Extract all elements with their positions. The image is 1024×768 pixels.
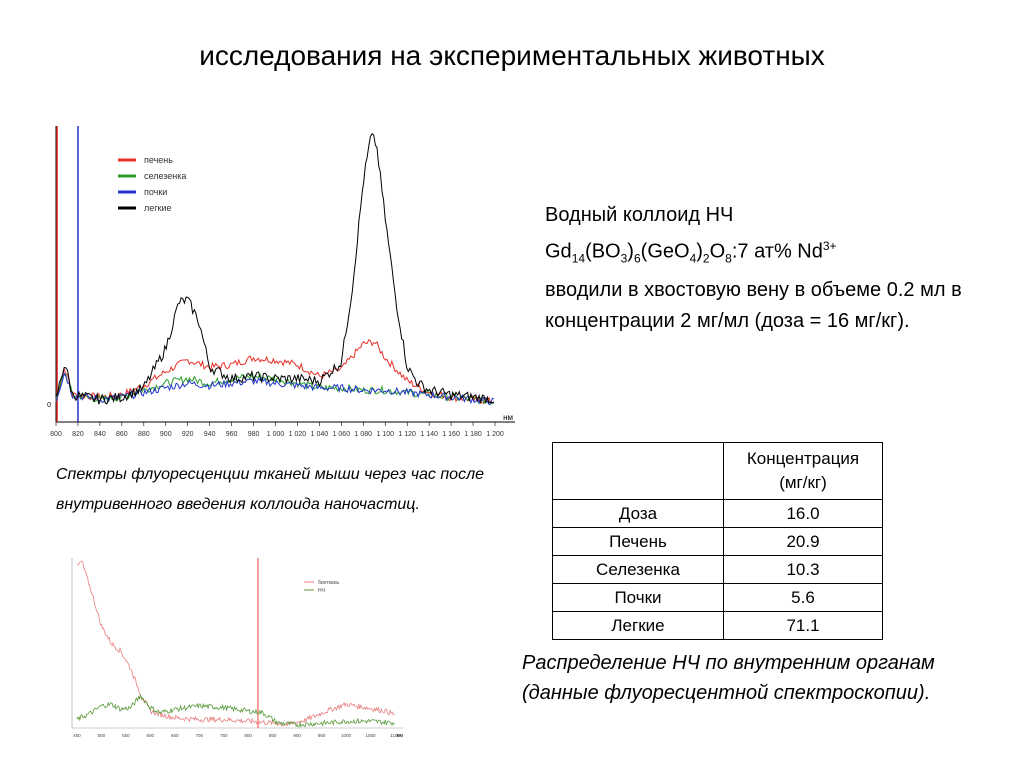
x-tick-label: 900 — [160, 431, 172, 438]
x-axis-label: нм — [503, 413, 513, 422]
x-tick-label: 800 — [244, 733, 252, 738]
x-tick-label: 650 — [171, 733, 179, 738]
series-line-1 — [55, 373, 495, 406]
colloid-description: Водный коллоид НЧ Gd14(BO3)6(GeO4)2O8:7 … — [545, 200, 995, 337]
formula-part: 4 — [689, 251, 697, 266]
concentration-table: Концентрация (мг/кг) Доза 16.0 Печень 20.9 С… — [552, 442, 883, 640]
x-tick-label: 600 — [147, 733, 155, 738]
organ-concentration: 10.3 — [723, 555, 883, 584]
organ-name: Доза — [552, 499, 724, 528]
table-row: Почки 5.6 — [552, 583, 883, 612]
x-tick-label: 820 — [72, 431, 84, 438]
table-header-concentration: Концентрация (мг/кг) — [723, 442, 883, 500]
x-tick-label: 950 — [318, 733, 326, 738]
colloid-formula: Gd14(BO3)6(GeO4)2O8:7 ат% Nd3+ — [545, 231, 995, 275]
formula-part: ) — [696, 240, 703, 263]
x-tick-label: 500 — [98, 733, 106, 738]
legend-label: легкие — [144, 203, 172, 213]
series-line-0 — [76, 560, 396, 727]
x-tick-label: 1 080 — [355, 431, 373, 438]
formula-part: O — [709, 240, 726, 263]
x-tick-label: 1 020 — [289, 431, 307, 438]
x-tick-label: 1050 — [366, 733, 377, 738]
organ-name: Печень — [552, 527, 724, 556]
formula-part: 3 — [620, 251, 628, 266]
series-line-0 — [55, 339, 495, 404]
header-line2: (мг/кг) — [779, 473, 827, 492]
organ-name: Почки — [552, 583, 724, 612]
colloid-rest: вводили в хвостовую вену в объеме 0.2 мл… — [545, 278, 962, 332]
x-tick-label: 1 160 — [442, 431, 460, 438]
formula-part: Gd — [545, 240, 572, 263]
x-tick-label: 860 — [116, 431, 128, 438]
table-row: Селезенка 10.3 — [552, 555, 883, 584]
x-tick-label: 1 100 — [376, 431, 394, 438]
x-tick-label: 800 — [50, 431, 62, 438]
table-row: Легкие 71.1 — [552, 611, 883, 640]
legend-label: печень — [144, 155, 173, 165]
fluorescence-spectra-chart: 0 800 820 840 860 880 900 920 940 960 980 1 000 1 02… — [47, 126, 515, 438]
organ-concentration: 5.6 — [723, 583, 883, 612]
x-tick-label: 850 — [269, 733, 277, 738]
organ-concentration: 16.0 — [723, 499, 883, 528]
x-tick-label: 1100 — [390, 733, 400, 738]
x-axis-label: нм — [397, 733, 404, 739]
x-tick-label: 1000 — [341, 733, 352, 738]
x-tick-label: 880 — [138, 431, 150, 438]
formula-part: (GeO — [640, 240, 690, 263]
table-row: Печень 20.9 — [552, 527, 883, 556]
organ-name: Селезенка — [552, 555, 724, 584]
x-tick-label: 550 — [122, 733, 130, 738]
x-tick-label: 700 — [195, 733, 203, 738]
formula-part: 3+ — [822, 239, 837, 253]
table-header-row: Концентрация (мг/кг) — [552, 442, 883, 500]
formula-part: 14 — [571, 251, 586, 266]
legend-label: НЧ — [318, 588, 325, 594]
x-tick-label: 900 — [293, 733, 301, 738]
nanoparticle-tissue-spectrum-chart: 450 500 550 600 650 700 750 800 850 900 950 1000 105… — [71, 558, 404, 739]
x-tick-label: 840 — [94, 431, 106, 438]
colloid-line1: Водный коллоид НЧ — [545, 204, 734, 226]
header-line1: Концентрация — [746, 449, 860, 468]
spectra-caption: Спектры флуоресценции тканей мыши через … — [56, 466, 484, 513]
x-tick-label: 920 — [182, 431, 194, 438]
legend-label: селезенка — [144, 171, 186, 181]
x-tick-label: 1 120 — [398, 431, 416, 438]
x-tick-label: 450 — [73, 733, 81, 738]
x-tick-label: 980 — [248, 431, 260, 438]
formula-part: ) — [627, 240, 634, 263]
slide-title: исследования на экспериментальных животн… — [199, 40, 825, 71]
legend-label: биоткань — [318, 580, 339, 586]
x-tick-label: 1 040 — [311, 431, 329, 438]
x-tick-label: 1 140 — [420, 431, 438, 438]
x-tick-label: 940 — [204, 431, 216, 438]
formula-part: 2 — [702, 251, 710, 266]
y-tick-label: 0 — [47, 402, 51, 409]
table-row: Доза 16.0 — [552, 499, 883, 528]
legend-label: почки — [144, 187, 167, 197]
organ-name: Легкие — [552, 611, 724, 640]
x-tick-label: 1 200 — [486, 431, 504, 438]
organ-concentration: 71.1 — [723, 611, 883, 640]
series-line-3 — [55, 133, 495, 405]
x-tick-label: 750 — [220, 733, 228, 738]
series-line-1 — [76, 693, 396, 728]
x-tick-label: 1 060 — [333, 431, 351, 438]
formula-part: 8 — [725, 251, 732, 266]
x-tick-label: 1 000 — [267, 431, 285, 438]
formula-part: 6 — [633, 251, 641, 266]
formula-part: (BO — [585, 240, 621, 263]
x-tick-label: 1 180 — [464, 431, 482, 438]
formula-part: :7 ат% Nd — [731, 240, 823, 263]
distribution-caption: Распределение НЧ по внутренним органам (… — [522, 652, 935, 704]
table-header-empty — [552, 442, 724, 500]
x-tick-label: 960 — [226, 431, 238, 438]
organ-concentration: 20.9 — [723, 527, 883, 556]
